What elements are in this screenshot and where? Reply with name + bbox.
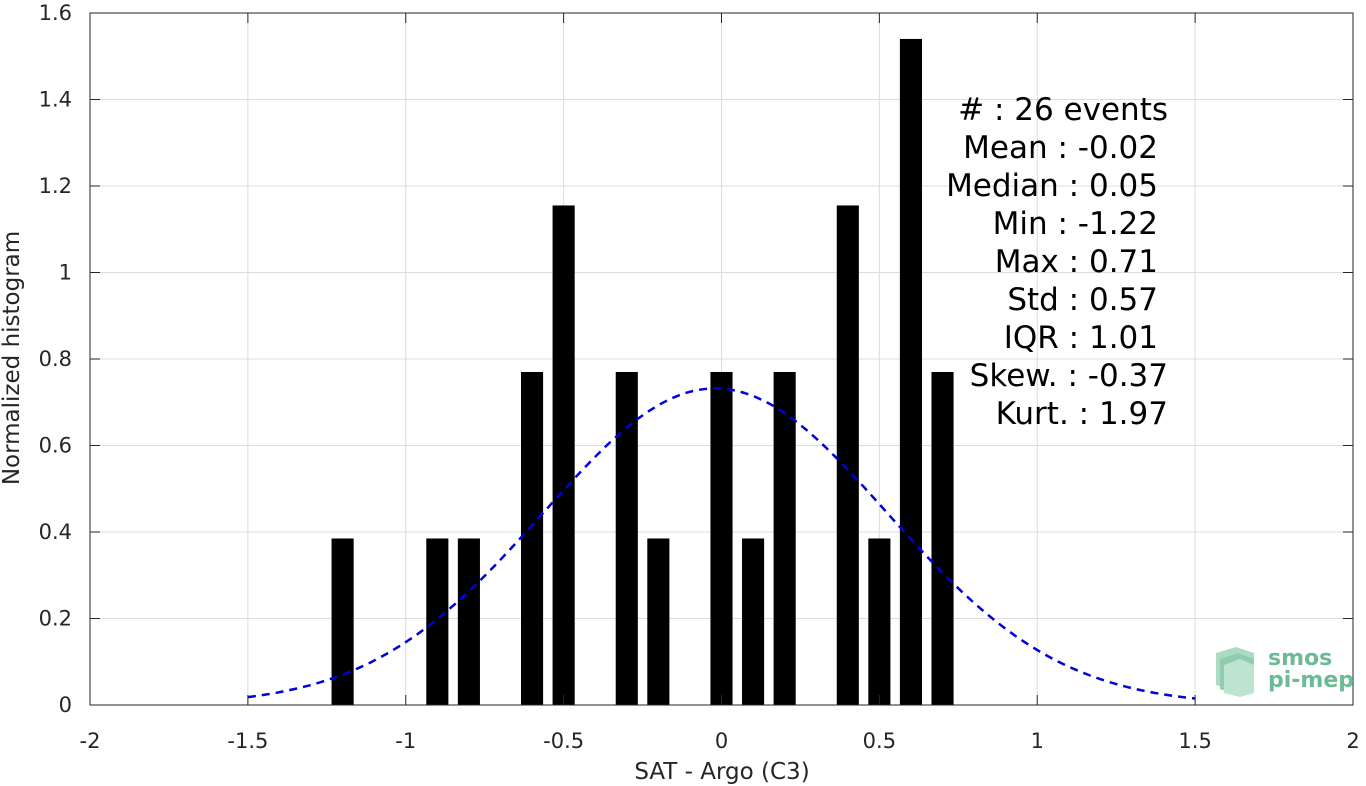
logo-line-2: pi-mep xyxy=(1268,668,1354,693)
y-tick-label: 0.6 xyxy=(39,434,72,458)
y-axis-label: Normalized histogram xyxy=(0,231,25,485)
x-tick-labels: -2 -1.5 -1 -0.5 0 0.5 1 1.5 2 xyxy=(80,729,1360,753)
y-tick-label: 1 xyxy=(59,261,72,285)
y-tick-label: 1.2 xyxy=(39,174,72,198)
axis-ticks xyxy=(89,12,1354,706)
histogram-bar xyxy=(742,538,765,705)
histogram-bar xyxy=(868,538,891,705)
histogram-bar xyxy=(615,371,638,705)
stats-line: Max : 0.71 xyxy=(995,244,1158,280)
y-tick-label: 1.4 xyxy=(39,88,72,112)
histogram-bar xyxy=(931,371,954,705)
smos-pi-mep-logo: smos pi-mep xyxy=(1216,646,1354,697)
x-tick-label: 1.5 xyxy=(1178,729,1211,753)
logo-mark-icon xyxy=(1216,647,1254,697)
stats-line: Mean : -0.02 xyxy=(963,130,1158,166)
stats-line: Kurt. : 1.97 xyxy=(996,396,1168,432)
y-tick-label: 0.8 xyxy=(39,347,72,371)
x-tick-label: -2 xyxy=(80,729,101,753)
stats-line: # : 26 events xyxy=(958,92,1168,128)
x-tick-label: -1 xyxy=(395,729,416,753)
histogram-bar xyxy=(773,371,796,705)
histogram-bar xyxy=(331,538,354,705)
histogram-bar xyxy=(520,371,544,705)
stats-line: Median : 0.05 xyxy=(946,168,1158,204)
x-axis-label: SAT - Argo (C3) xyxy=(634,759,809,785)
stats-line: Std : 0.57 xyxy=(1007,282,1158,318)
x-tick-label: 1 xyxy=(1031,729,1044,753)
histogram-bar xyxy=(899,38,923,705)
y-tick-label: 0 xyxy=(59,693,72,717)
x-tick-label: 2 xyxy=(1346,729,1359,753)
y-tick-label: 1.6 xyxy=(39,1,72,25)
x-tick-label: -0.5 xyxy=(543,729,584,753)
x-tick-label: 0.5 xyxy=(863,729,896,753)
histogram-bar xyxy=(426,538,449,705)
y-tick-label: 0.2 xyxy=(39,607,72,631)
x-tick-label: 0 xyxy=(715,729,728,753)
y-tick-labels: 0 0.2 0.4 0.6 0.8 1 1.2 1.4 1.6 xyxy=(39,1,72,717)
histogram-bar xyxy=(710,371,733,705)
stats-line: IQR : 1.01 xyxy=(1004,320,1158,356)
stats-line: Min : -1.22 xyxy=(993,206,1158,242)
bars-group xyxy=(331,38,954,705)
stats-line: Skew. : -0.37 xyxy=(970,358,1168,394)
histogram-bar xyxy=(552,205,575,705)
logo-line-1: smos xyxy=(1268,646,1332,671)
histogram-bar xyxy=(647,538,670,705)
histogram-bar xyxy=(836,205,859,705)
y-tick-label: 0.4 xyxy=(39,520,72,544)
histogram-bar xyxy=(457,538,480,705)
normal-fit-curve xyxy=(247,387,1196,700)
x-tick-label: -1.5 xyxy=(227,729,268,753)
